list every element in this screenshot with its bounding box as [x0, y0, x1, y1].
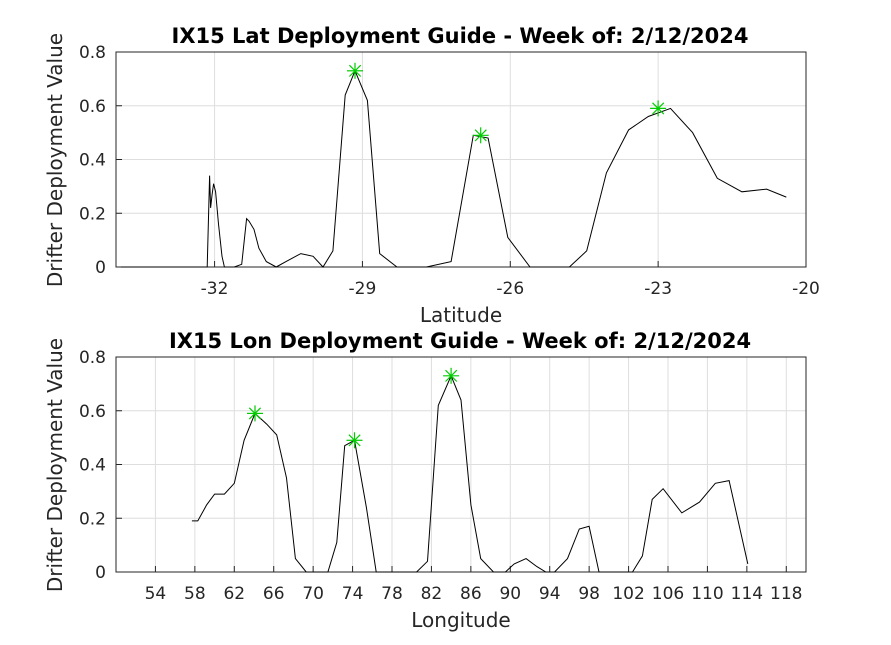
lon-x-tick-label: 82 — [421, 584, 443, 604]
lon-x-tick-label: 118 — [770, 584, 802, 604]
lat-peak-marker — [650, 100, 667, 117]
lon-x-tick-label: 114 — [731, 584, 763, 604]
lon-x-tick-label: 90 — [499, 584, 521, 604]
lon-grid — [116, 356, 806, 573]
lon-x-tick-label: 94 — [539, 584, 561, 604]
lat-x-tick-label: -23 — [644, 279, 672, 299]
lat-chart-title: IX15 Lat Deployment Guide - Week of: 2/1… — [172, 24, 749, 48]
lon-x-tick-label: 78 — [381, 584, 403, 604]
lon-y-tick-label: 0.8 — [79, 348, 106, 368]
lon-x-tick-label: 110 — [691, 584, 723, 604]
lat-y-tick-label: 0.2 — [79, 204, 106, 224]
lat-y-tick-label: 0.4 — [79, 151, 106, 171]
lat-peak-marker — [347, 62, 363, 79]
lat-y-tick-label: 0.6 — [79, 97, 106, 117]
lon-x-tick-label: 74 — [342, 584, 364, 604]
lon-y-tick-label: 0.4 — [79, 456, 106, 476]
lat-x-ticks: -32 -29 -26 -23 -20 — [201, 261, 820, 299]
lat-peak-markers — [347, 62, 667, 144]
lon-y-tick-label: 0.2 — [79, 509, 106, 529]
lon-x-tick-label: 54 — [145, 584, 167, 604]
lat-peak-marker — [472, 127, 489, 144]
lat-y-ticks: 0 0.2 0.4 0.6 0.8 — [79, 43, 122, 278]
lon-y-ticks: 0 0.2 0.4 0.6 0.8 — [79, 348, 122, 583]
lat-plot-border — [115, 51, 807, 268]
lon-x-ticks: 54 58 62 66 70 74 78 82 86 90 94 98 102 106 110 114 118 — [145, 566, 803, 604]
lat-x-axis-label: Latitude — [420, 303, 502, 327]
lon-y-tick-label: 0.6 — [79, 402, 106, 422]
lon-x-tick-label: 106 — [652, 584, 684, 604]
lat-x-tick-label: -26 — [496, 279, 524, 299]
lon-plot-border — [115, 356, 807, 573]
lon-peak-marker — [247, 405, 263, 422]
lat-y-tick-label: 0.8 — [79, 43, 106, 63]
lat-x-tick-label: -20 — [792, 279, 820, 299]
lon-peak-marker — [346, 432, 363, 449]
lon-x-tick-label: 102 — [612, 584, 644, 604]
lon-series-line — [191, 374, 749, 573]
lat-chart: IX15 Lat Deployment Guide - Week of: 2/1… — [43, 24, 820, 327]
lon-x-axis-label: Longitude — [411, 608, 510, 632]
lat-y-tick-label: 0 — [95, 258, 106, 278]
lat-y-axis-label: Drifter Deployment Value — [43, 33, 67, 287]
lat-x-tick-label: -32 — [201, 279, 229, 299]
lat-series-line — [120, 69, 787, 268]
lon-x-tick-label: 62 — [223, 584, 245, 604]
lon-x-tick-label: 98 — [578, 584, 600, 604]
lon-y-tick-label: 0 — [95, 563, 106, 583]
lon-x-tick-label: 58 — [184, 584, 206, 604]
lon-peak-marker — [443, 367, 460, 384]
lon-x-tick-label: 70 — [302, 584, 324, 604]
lon-x-tick-label: 66 — [263, 584, 285, 604]
lon-x-tick-label: 86 — [460, 584, 482, 604]
lon-chart-title: IX15 Lon Deployment Guide - Week of: 2/1… — [169, 329, 751, 353]
lon-peak-markers — [247, 367, 460, 449]
lat-x-tick-label: -29 — [349, 279, 377, 299]
lon-y-axis-label: Drifter Deployment Value — [43, 338, 67, 592]
lon-chart: IX15 Lon Deployment Guide - Week of: 2/1… — [43, 329, 807, 632]
